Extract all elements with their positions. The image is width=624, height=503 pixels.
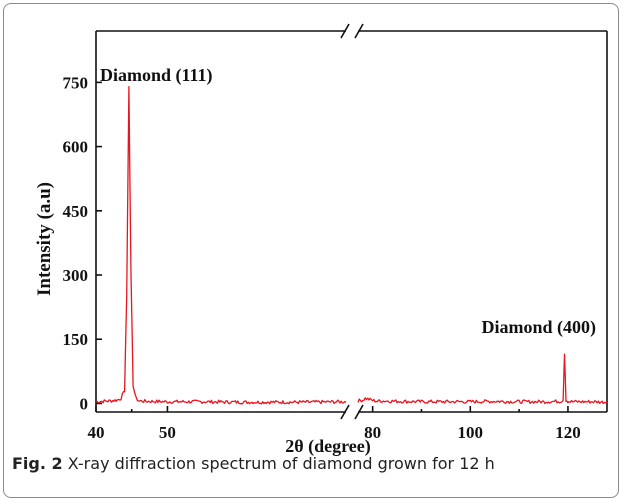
x-tick-label: 120 xyxy=(555,423,581,442)
series-line-0-part-0 xyxy=(95,86,347,405)
x-axis-label: 2θ (degree) xyxy=(285,436,371,457)
labels-layer: Intensity (a.u) 2θ (degree) Diamond (111… xyxy=(34,65,596,457)
annotation-diamond-400: Diamond (400) xyxy=(481,317,596,338)
y-tick-label: 600 xyxy=(63,138,89,157)
series-layer xyxy=(95,86,608,405)
figure-frame xyxy=(3,3,619,498)
annotation-diamond-111: Diamond (111) xyxy=(100,65,213,86)
x-tick-label: 40 xyxy=(88,423,105,442)
axis-break-mark-bottom-2 xyxy=(354,404,364,420)
figure-caption: Fig. 2 X-ray diffraction spectrum of dia… xyxy=(12,454,495,473)
y-tick-label: 450 xyxy=(63,202,89,221)
caption-text: X-ray diffraction spectrum of diamond gr… xyxy=(62,454,495,473)
y-tick-label: 300 xyxy=(63,266,89,285)
y-axis-label: Intensity (a.u) xyxy=(34,182,55,296)
axes: 0 150 300 450 600 750 40 50 80 100 120 xyxy=(63,23,608,442)
x-tick-label: 100 xyxy=(458,423,484,442)
y-tick-label: 150 xyxy=(63,330,89,349)
axis-break-mark-bottom-1 xyxy=(340,404,350,420)
caption-label: Fig. 2 xyxy=(12,454,63,473)
x-tick-label: 50 xyxy=(159,423,176,442)
y-tick-label: 750 xyxy=(63,73,89,92)
y-tick-label: 0 xyxy=(80,394,89,413)
x-tick-label: 80 xyxy=(364,423,381,442)
axis-break-mark-top-2 xyxy=(354,23,364,39)
axis-break-mark-top-1 xyxy=(340,23,350,39)
series-line-0-part-1 xyxy=(357,353,608,405)
